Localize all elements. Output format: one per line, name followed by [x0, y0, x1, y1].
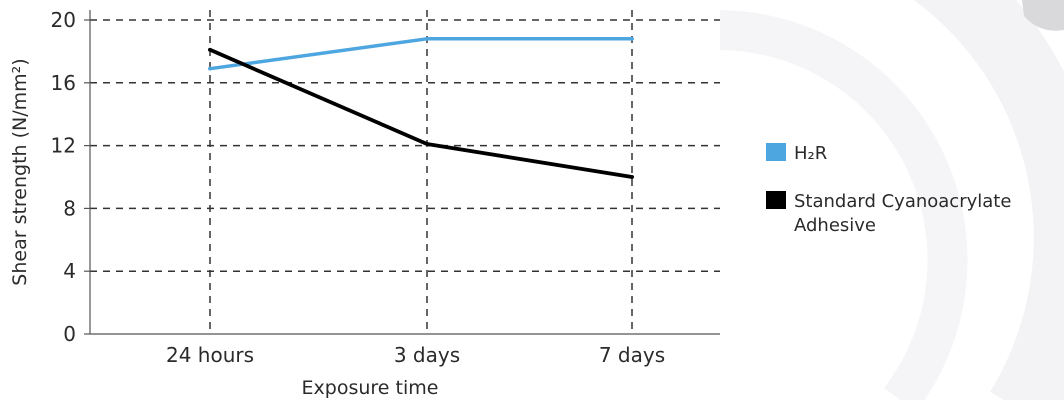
- series-1-point: [208, 47, 212, 52]
- y-tick-label: 20: [51, 8, 76, 32]
- series-0-point: [208, 66, 212, 71]
- corner-shape: [1022, 0, 1064, 31]
- legend-swatch-0: [766, 143, 786, 161]
- legend-label-1: Standard Cyanoacrylate Adhesive: [794, 191, 1011, 236]
- y-tick-label: 12: [51, 134, 76, 158]
- series-1-point: [630, 175, 634, 179]
- legend-swatch-1: [766, 191, 786, 209]
- y-tick-label: 4: [63, 259, 76, 283]
- x-tick-label: 3 days: [394, 343, 460, 367]
- background-swirl-inner: [719, 10, 968, 400]
- y-axis-title: Shear strength (N/mm²): [9, 58, 31, 285]
- series-line-1: [208, 47, 634, 179]
- background-swirl: [913, 0, 1064, 400]
- y-tick-label: 16: [51, 71, 76, 95]
- x-tick-label: 7 days: [599, 343, 665, 367]
- series-1-point: [425, 142, 429, 146]
- series-0-point: [425, 36, 429, 41]
- series-0-point: [630, 36, 634, 41]
- x-tick-label: 24 hours: [166, 343, 254, 367]
- y-tick-label: 8: [63, 196, 76, 220]
- y-tick-label: 0: [63, 322, 76, 346]
- x-axis-title: Exposure time: [302, 377, 439, 399]
- series-line-0: [208, 37, 634, 71]
- legend-label-0: H₂R: [794, 143, 827, 164]
